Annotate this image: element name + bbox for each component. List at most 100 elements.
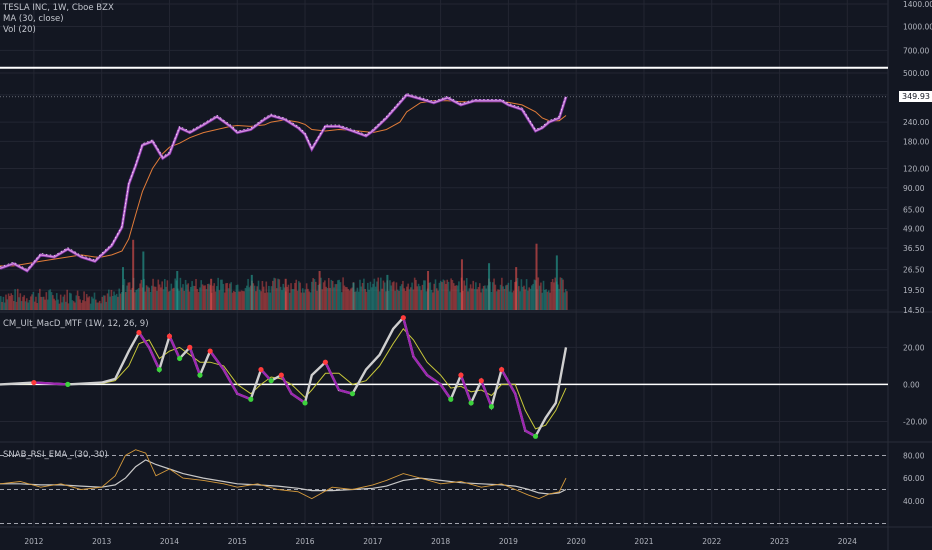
volume-bar (396, 289, 399, 310)
x-tick-label-2014: 2014 (160, 537, 179, 546)
volume-bar (292, 289, 295, 310)
volume-bar (546, 291, 549, 310)
volume-bar (170, 283, 173, 310)
volume-bar (174, 278, 177, 310)
volume-bar (158, 284, 161, 310)
volume-bar (118, 288, 121, 310)
volume-bar (104, 295, 106, 310)
macd-fall-segment (500, 368, 517, 395)
volume-bar (527, 290, 529, 310)
volume-bar (454, 285, 456, 310)
volume-bar (340, 292, 343, 310)
volume-bar (286, 286, 288, 310)
price-tick-label-1: 1000.00 (903, 23, 932, 32)
x-tick-label-2019: 2019 (499, 537, 518, 546)
volume-bar (179, 277, 182, 310)
volume-bar (42, 296, 45, 310)
volume-bar (272, 280, 274, 310)
volume-bar (153, 286, 156, 310)
volume-bar (439, 280, 442, 310)
volume-bar (377, 277, 380, 310)
volume-bar (97, 302, 100, 310)
volume-bar (230, 282, 232, 310)
macd-bottom-dot (177, 355, 183, 362)
volume-bar (154, 286, 157, 310)
volume-bar (266, 292, 269, 310)
ma-legend: MA (30, close) (3, 14, 64, 24)
volume-bar (72, 301, 75, 310)
volume-bar (532, 283, 534, 310)
volume-bar (277, 278, 279, 310)
volume-bar (311, 281, 313, 310)
volume-bar (134, 292, 136, 310)
volume-bar (331, 280, 334, 310)
volume-bar (511, 292, 514, 310)
volume-bar (424, 280, 426, 310)
rsi-line (0, 449, 567, 500)
volume-bar (524, 289, 527, 310)
volume-bar (50, 292, 53, 310)
volume-bar (227, 288, 230, 310)
volume-bar (18, 297, 20, 310)
volume-bar (512, 290, 515, 310)
volume-bar (84, 301, 87, 310)
volume-bar-spike-14 (535, 243, 538, 310)
volume-bar (429, 282, 432, 310)
volume-bar (48, 290, 50, 310)
volume-bar (20, 301, 23, 310)
volume-bar (186, 284, 188, 310)
rsi-tick-label-1: 60.00 (903, 474, 925, 483)
volume-bar (390, 285, 393, 310)
volume-bar (275, 288, 278, 310)
volume-bar (326, 287, 329, 310)
macd-fall-segment (426, 374, 442, 386)
volume-bar (67, 303, 70, 310)
volume-bar (321, 289, 324, 310)
volume-bar (115, 293, 118, 310)
x-tick-label-2013: 2013 (92, 537, 111, 546)
macd-bottom-dot (197, 372, 203, 378)
volume-bar (290, 283, 292, 310)
volume-bar (338, 279, 340, 310)
volume-bar (330, 279, 333, 310)
volume-bar (128, 282, 131, 310)
volume-bar (273, 277, 275, 310)
volume-bar (566, 291, 568, 310)
macd-fall-segment (280, 374, 293, 395)
volume-bar (225, 283, 227, 310)
volume-bar (270, 286, 273, 310)
volume-bar (248, 287, 251, 310)
rsi-tick-label-2: 40.00 (903, 497, 925, 506)
volume-bar (41, 296, 44, 310)
volume-bar-spike-8 (352, 282, 355, 310)
volume-bar (558, 288, 560, 310)
volume-bar (269, 292, 272, 310)
volume-bar (32, 291, 35, 310)
volume-bar-spike-9 (386, 274, 389, 310)
volume-bar (436, 288, 438, 310)
volume-bar (163, 279, 166, 310)
volume-bar (553, 282, 555, 310)
volume-bar (137, 288, 140, 310)
volume-bar (66, 289, 68, 310)
volume-bar (320, 277, 322, 310)
volume-bar (325, 286, 327, 310)
volume-bar (208, 283, 210, 310)
volume-bar (347, 289, 350, 310)
volume-bar (88, 296, 91, 310)
volume-bar (549, 292, 551, 310)
volume-bar (409, 287, 412, 310)
volume-bar (507, 282, 510, 310)
volume-bar (449, 291, 451, 310)
volume-bar (150, 285, 153, 310)
volume-bar (234, 291, 236, 310)
volume-bar-spike-5 (250, 274, 253, 310)
volume-bar (374, 286, 377, 310)
volume-bar-spike-13 (515, 267, 518, 310)
volume-bar (459, 292, 462, 310)
macd-fall-segment (290, 392, 306, 404)
volume-bar (508, 291, 511, 310)
macd-bottom-dot (65, 381, 71, 388)
volume-bar (528, 287, 531, 310)
